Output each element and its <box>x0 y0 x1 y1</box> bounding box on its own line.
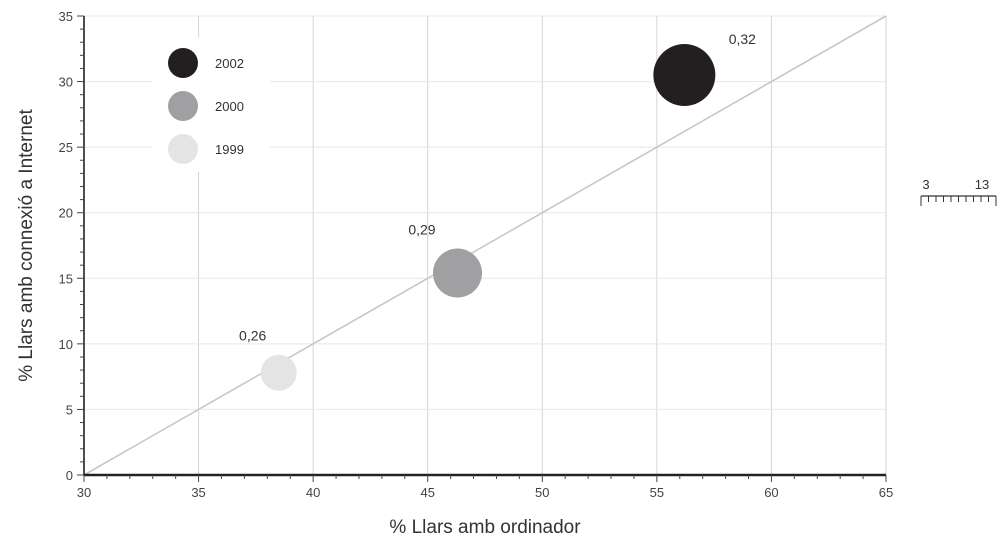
legend-marker-2002 <box>168 48 198 78</box>
reference-line <box>83 15 887 476</box>
bubble-1999 <box>260 354 297 391</box>
y-tick-label-20: 20 <box>59 206 73 221</box>
y-tick-label-25: 25 <box>59 140 73 155</box>
y-tick-label-15: 15 <box>59 271 73 286</box>
reference-line-group <box>83 15 887 476</box>
x-tick-label-30: 30 <box>77 485 91 500</box>
y-tick-label-35: 35 <box>59 9 73 24</box>
size-scale: 3 13 <box>920 177 997 206</box>
x-tick-label-60: 60 <box>764 485 778 500</box>
bubble-label-1999: 0,26 <box>239 328 266 344</box>
y-axis-ticks: 0 5 10 15 20 25 30 35 <box>59 9 84 483</box>
bubble-label-2002: 0,32 <box>729 31 756 47</box>
legend-marker-2000 <box>168 91 198 121</box>
legend-label-2000: 2000 <box>215 99 244 114</box>
legend-marker-1999 <box>168 134 198 164</box>
y-tick-label-30: 30 <box>59 75 73 90</box>
x-axis-ticks: 30 35 40 45 50 55 60 65 <box>77 475 893 500</box>
axes <box>83 16 886 477</box>
y-tick-label-5: 5 <box>66 402 73 417</box>
legend-label-2002: 2002 <box>215 56 244 71</box>
bubble-2000 <box>433 248 483 298</box>
x-tick-label-55: 55 <box>650 485 664 500</box>
x-tick-label-35: 35 <box>191 485 205 500</box>
x-axis-title: % Llars amb ordinador <box>389 517 581 538</box>
bubble-label-2000: 0,29 <box>408 222 435 238</box>
size-scale-label-min: 3 <box>922 177 929 192</box>
x-tick-label-65: 65 <box>879 485 893 500</box>
y-tick-label-0: 0 <box>66 468 73 483</box>
size-scale-label-max: 13 <box>975 177 989 192</box>
legend: 2002 2000 1999 <box>152 38 270 172</box>
y-tick-label-10: 10 <box>59 337 73 352</box>
legend-label-1999: 1999 <box>215 142 244 157</box>
bubble-2002 <box>653 44 716 107</box>
bubbles: 0,26 0,29 0,32 <box>239 31 756 391</box>
x-tick-label-40: 40 <box>306 485 320 500</box>
x-tick-label-45: 45 <box>420 485 434 500</box>
x-tick-label-50: 50 <box>535 485 549 500</box>
y-axis-title: % Llars amb connexió a Internet <box>16 109 37 382</box>
